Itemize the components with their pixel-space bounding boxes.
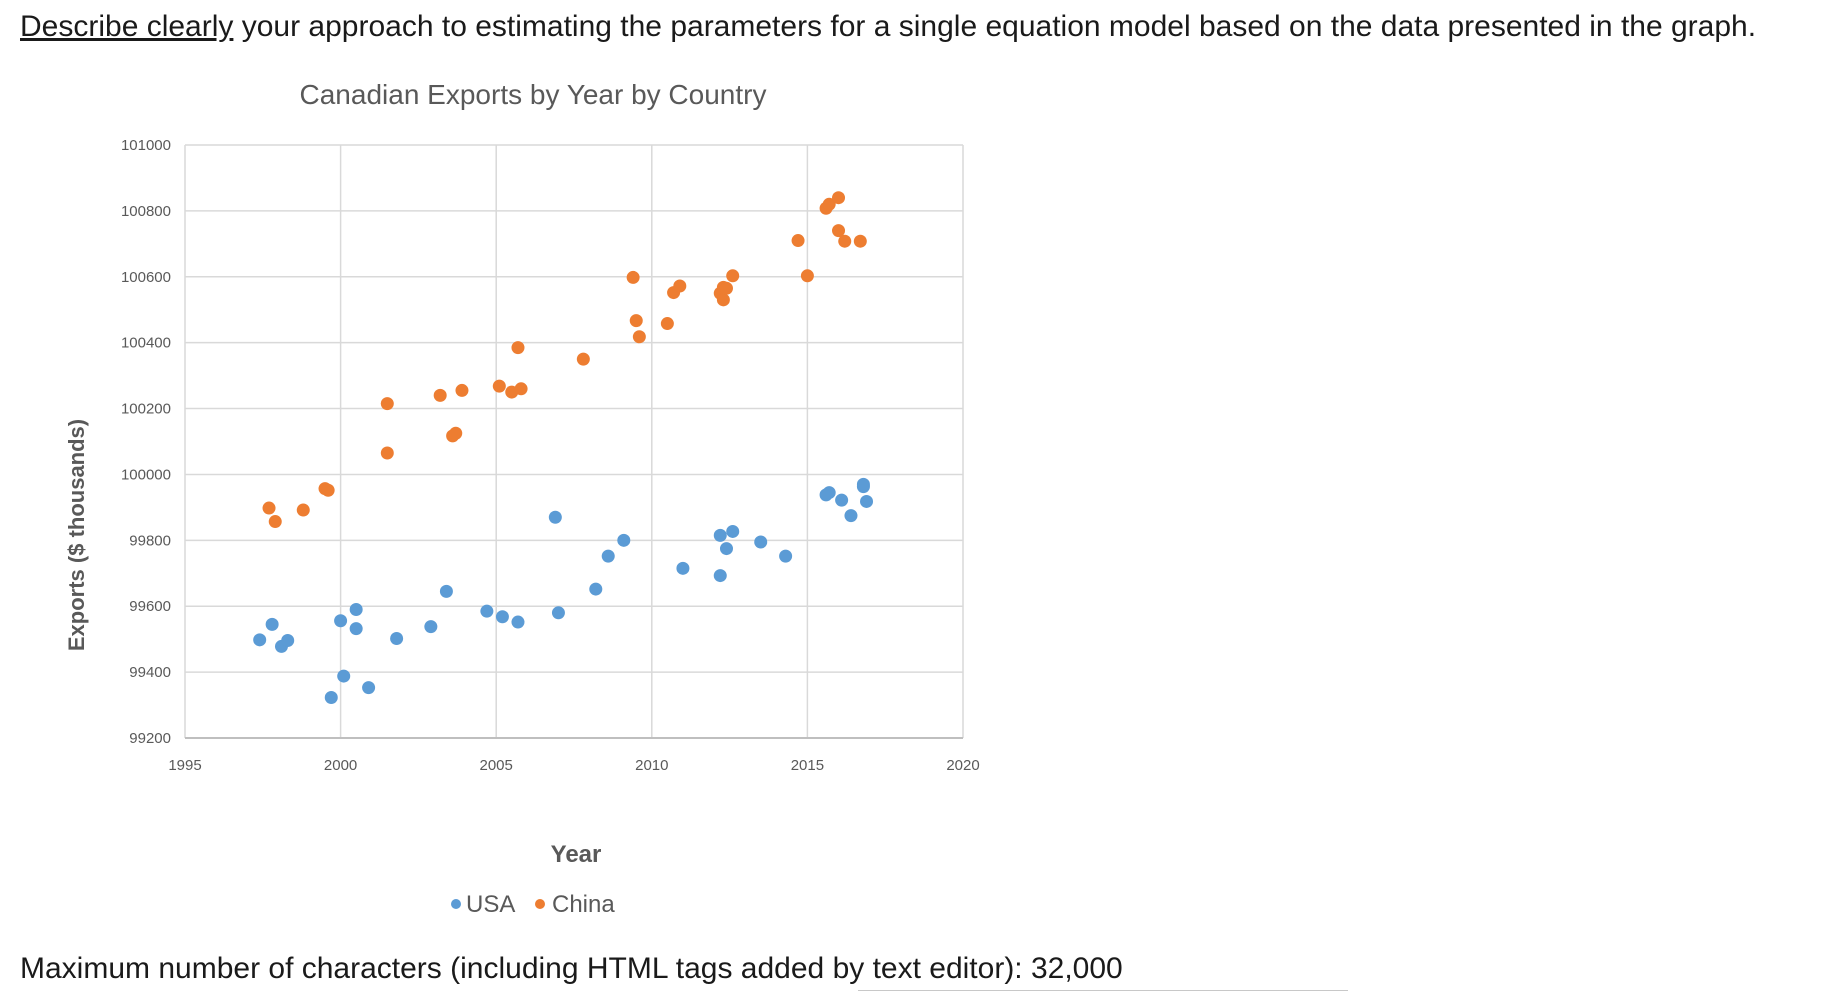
point-china: [321, 483, 335, 497]
x-tick-label: 2010: [635, 757, 668, 774]
point-usa: [835, 493, 849, 507]
point-china: [832, 191, 846, 205]
point-china: [822, 197, 836, 211]
y-tick-label: 100000: [121, 466, 171, 483]
point-china: [832, 224, 846, 238]
point-china: [514, 382, 528, 396]
point-china: [455, 383, 469, 397]
point-china: [296, 503, 310, 517]
point-china: [791, 234, 805, 248]
point-china: [268, 515, 282, 529]
y-tick-label: 100800: [121, 203, 171, 220]
point-china: [449, 426, 463, 440]
x-tick-label: 2005: [480, 757, 513, 774]
point-china: [716, 293, 730, 307]
point-usa: [719, 542, 733, 556]
point-china: [800, 269, 814, 283]
point-usa: [676, 561, 690, 575]
point-usa: [713, 569, 727, 583]
point-usa: [390, 632, 404, 646]
point-china: [853, 234, 867, 248]
point-china: [380, 446, 394, 460]
point-usa: [362, 681, 376, 695]
point-usa: [439, 584, 453, 598]
point-usa: [265, 617, 279, 631]
legend: USA China: [451, 891, 615, 918]
point-china: [492, 379, 506, 393]
point-china: [660, 317, 674, 331]
point-china: [632, 330, 646, 344]
point-china: [576, 352, 590, 366]
point-usa: [480, 604, 494, 618]
point-china: [262, 501, 276, 515]
chart-title: Canadian Exports by Year by Country: [300, 79, 767, 110]
scatter-chart: Canadian Exports by Year by Country 9920…: [60, 70, 1020, 940]
point-usa: [495, 610, 509, 624]
point-usa: [617, 533, 631, 547]
y-tick-label: 99600: [129, 598, 171, 615]
point-china: [673, 279, 687, 293]
point-china: [838, 234, 852, 248]
legend-marker-usa: [451, 899, 461, 909]
y-tick-label: 99400: [129, 664, 171, 681]
y-tick-label: 100600: [121, 269, 171, 286]
x-tick-label: 2015: [791, 757, 824, 774]
y-tick-label: 101000: [121, 137, 171, 154]
question-emphasis: Describe clearly: [20, 10, 234, 43]
point-china: [626, 270, 640, 284]
point-usa: [424, 620, 438, 634]
max-characters-note: Maximum number of characters (including …: [20, 952, 1123, 985]
point-usa: [589, 582, 603, 596]
x-tick-label: 1995: [168, 757, 201, 774]
series-china: [262, 191, 867, 529]
point-usa: [713, 528, 727, 542]
point-usa: [349, 622, 363, 636]
point-usa: [349, 603, 363, 617]
point-usa: [281, 633, 295, 647]
point-usa: [601, 549, 615, 563]
editor-border: [858, 990, 1348, 991]
question-text: your approach to estimating the paramete…: [233, 10, 1757, 43]
point-china: [719, 281, 733, 295]
question-prompt: Describe clearly your approach to estima…: [20, 8, 1756, 46]
y-tick-label: 100200: [121, 401, 171, 418]
point-usa: [822, 486, 836, 500]
chart-svg: Canadian Exports by Year by Country 9920…: [64, 79, 980, 918]
point-china: [433, 388, 447, 402]
point-usa: [324, 690, 338, 704]
point-china: [380, 397, 394, 411]
x-tick-label: 2020: [946, 757, 979, 774]
y-tick-label: 99800: [129, 532, 171, 549]
point-usa: [856, 477, 870, 491]
legend-label-usa: USA: [466, 891, 515, 918]
point-usa: [551, 606, 565, 620]
y-tick-label: 100400: [121, 335, 171, 352]
x-tick-label: 2000: [324, 757, 357, 774]
point-china: [629, 314, 643, 328]
point-usa: [754, 535, 768, 549]
point-usa: [334, 614, 348, 628]
point-usa: [779, 549, 793, 563]
gridlines: [184, 144, 964, 739]
point-usa: [253, 633, 267, 647]
point-usa: [548, 510, 562, 524]
x-tick-labels: 1995 2000 2005 2010 2015 2020: [168, 757, 979, 774]
point-usa: [860, 494, 874, 508]
legend-label-china: China: [552, 891, 615, 918]
point-usa: [844, 509, 858, 523]
series-usa: [253, 477, 874, 704]
point-china: [726, 269, 740, 283]
point-usa: [337, 669, 351, 683]
y-tick-labels: 99200 99400 99600 99800 100000 100200 100400 10…: [121, 137, 171, 747]
point-china: [511, 341, 525, 355]
x-axis-label: Year: [551, 841, 602, 868]
y-axis-label: Exports ($ thousands): [64, 419, 89, 651]
point-usa: [726, 524, 740, 538]
y-tick-label: 99200: [129, 730, 171, 747]
point-usa: [511, 615, 525, 629]
legend-marker-china: [535, 899, 545, 909]
